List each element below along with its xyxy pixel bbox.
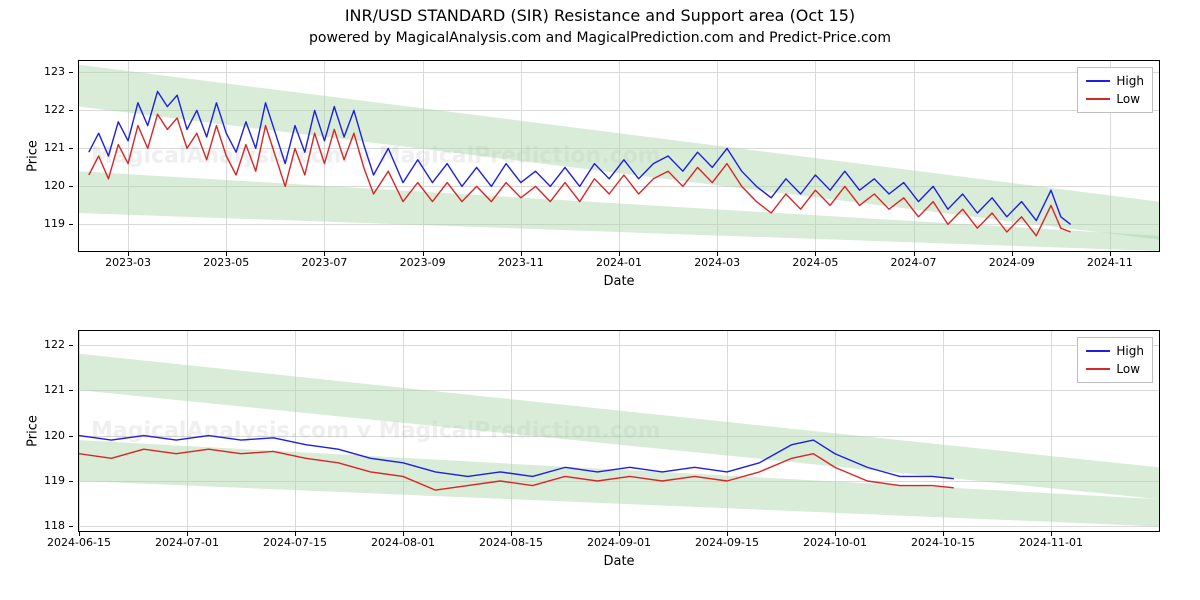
chart-subtitle: powered by MagicalAnalysis.com and Magic…: [0, 30, 1200, 46]
legend-item-high: High: [1086, 72, 1144, 90]
y-axis-label: Price: [26, 415, 41, 447]
top-chart-panel: Price Date MagicalAnalysis.com v Magical…: [78, 60, 1160, 252]
x-axis-label: Date: [603, 274, 634, 289]
legend-label: Low: [1116, 92, 1140, 106]
bottom-chart-panel: Price Date MagicalAnalysis.com v Magical…: [78, 330, 1160, 532]
legend-item-low: Low: [1086, 90, 1144, 108]
legend-swatch-low: [1086, 368, 1110, 370]
legend-box: High Low: [1077, 67, 1153, 113]
chart-title: INR/USD STANDARD (SIR) Resistance and Su…: [0, 6, 1200, 25]
x-axis-label: Date: [603, 554, 634, 569]
bottom-chart-plot: [79, 331, 1159, 531]
legend-swatch-high: [1086, 80, 1110, 82]
top-chart-plot: [79, 61, 1159, 251]
legend-swatch-high: [1086, 350, 1110, 352]
legend-label: High: [1116, 344, 1144, 358]
legend-item-high: High: [1086, 342, 1144, 360]
figure: INR/USD STANDARD (SIR) Resistance and Su…: [0, 0, 1200, 600]
legend-box: High Low: [1077, 337, 1153, 383]
legend-swatch-low: [1086, 98, 1110, 100]
legend-label: Low: [1116, 362, 1140, 376]
legend-label: High: [1116, 74, 1144, 88]
legend-item-low: Low: [1086, 360, 1144, 378]
y-axis-label: Price: [26, 140, 41, 172]
